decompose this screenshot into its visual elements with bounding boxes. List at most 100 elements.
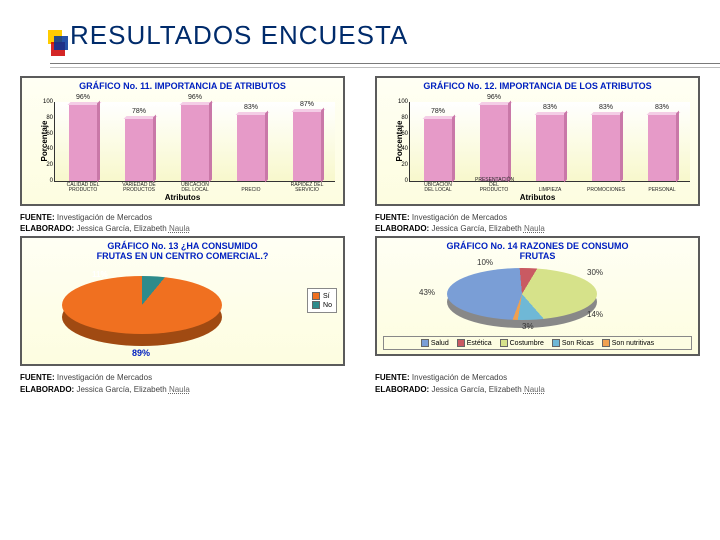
credit-value: Jessica García, Elizabeth <box>431 385 523 394</box>
legend-swatch <box>552 339 560 347</box>
category-label: CALIDAD DEL PRODUCTO <box>64 183 102 193</box>
legend-swatch <box>457 339 465 347</box>
bar-value-label: 87% <box>300 101 314 108</box>
credit-value: Naula <box>169 385 190 394</box>
legend-swatch <box>602 339 610 347</box>
category-label: UBICACIÓN DEL LOCAL <box>176 183 214 193</box>
category-label: PRESENTACIÓN DEL PRODUCTO <box>475 178 513 193</box>
slice-label: 10% <box>477 258 493 267</box>
bar <box>480 105 508 181</box>
bar-value-label: 96% <box>487 94 501 101</box>
bar-value-label: 83% <box>543 104 557 111</box>
accent-icon <box>48 30 74 56</box>
x-axis-label: Atributos <box>377 193 698 202</box>
legend: Salud Estética Costumbre Son Ricas Son nutri… <box>383 336 692 350</box>
bar <box>648 115 676 181</box>
title-block: RESULTADOS ENCUESTA <box>70 20 700 68</box>
chart-title-line: FRUTAS <box>520 251 556 261</box>
credit-label: FUENTE: <box>20 373 55 382</box>
legend-swatch <box>312 292 320 300</box>
y-tick: 80 <box>37 115 53 121</box>
bar-value-label: 83% <box>244 104 258 111</box>
y-tick: 0 <box>392 178 408 184</box>
bar <box>125 119 153 181</box>
credit-label: FUENTE: <box>375 213 410 222</box>
credit-value: Jessica García, Elizabeth <box>76 385 168 394</box>
category-label: RAPIDEZ DEL SERVICIO <box>288 183 326 193</box>
chart-title-line: GRÁFICO No. 13 ¿HA CONSUMIDO <box>107 241 257 251</box>
legend: Sí No <box>307 288 337 313</box>
credit-label: ELABORADO: <box>375 385 429 394</box>
legend-label: Son nutritivas <box>612 340 654 347</box>
bar <box>592 115 620 181</box>
chart-12-atributos: GRÁFICO No. 12. IMPORTANCIA DE LOS ATRIB… <box>375 76 700 206</box>
legend-item: Salud <box>421 339 449 347</box>
y-tick: 60 <box>37 131 53 137</box>
category-label: VARIEDAD DE PRODUCTOS <box>120 183 158 193</box>
credit-block: FUENTE: Investigación de Mercados ELABOR… <box>375 372 700 394</box>
legend-item: Son Ricas <box>552 339 594 347</box>
bar <box>536 115 564 181</box>
legend-swatch <box>500 339 508 347</box>
bar <box>181 105 209 181</box>
legend-swatch <box>421 339 429 347</box>
legend-label: No <box>323 302 332 309</box>
y-tick: 60 <box>392 131 408 137</box>
chart-title-line: GRÁFICO No. 14 RAZONES DE CONSUMO <box>446 241 628 251</box>
plot-area: 02040608010078%UBICACIÓN DEL LOCAL96%PRE… <box>409 102 690 182</box>
legend-label: Salud <box>431 340 449 347</box>
legend-label: Sí <box>323 293 330 300</box>
bar <box>69 105 97 181</box>
plot-area: 02040608010096%CALIDAD DEL PRODUCTO78%VA… <box>54 102 335 182</box>
pie-plot: 11%89% <box>62 276 222 346</box>
bar-value-label: 78% <box>132 108 146 115</box>
slice-label: 3% <box>522 322 534 331</box>
slice-label: 89% <box>132 348 150 358</box>
credit-label: ELABORADO: <box>20 385 74 394</box>
y-tick: 20 <box>37 162 53 168</box>
y-axis-label: Porcentaje <box>40 121 49 162</box>
credit-block: FUENTE: Investigación de Mercados ELABOR… <box>20 212 345 234</box>
y-tick: 40 <box>37 146 53 152</box>
chart-11-atributos: GRÁFICO No. 11. IMPORTANCIA DE ATRIBUTOS… <box>20 76 345 206</box>
y-tick: 0 <box>37 178 53 184</box>
x-axis-label: Atributos <box>22 193 343 202</box>
legend-item: Son nutritivas <box>602 339 654 347</box>
chart-title: GRÁFICO No. 12. IMPORTANCIA DE LOS ATRIB… <box>377 78 698 92</box>
pie-plot: 43%10%30%14%3% <box>447 268 597 328</box>
chart-14-razones: GRÁFICO No. 14 RAZONES DE CONSUMO FRUTAS… <box>375 236 700 356</box>
y-tick: 20 <box>392 162 408 168</box>
legend-label: Son Ricas <box>562 340 594 347</box>
credit-label: ELABORADO: <box>20 224 74 233</box>
credit-value: Jessica García, Elizabeth <box>431 224 523 233</box>
bar-value-label: 83% <box>599 104 613 111</box>
credit-block: FUENTE: Investigación de Mercados ELABOR… <box>375 212 700 234</box>
credit-value: Investigación de Mercados <box>57 373 152 382</box>
chart-13-consumido: GRÁFICO No. 13 ¿HA CONSUMIDO FRUTAS EN U… <box>20 236 345 366</box>
bar-value-label: 96% <box>76 94 90 101</box>
credit-value: Investigación de Mercados <box>57 213 152 222</box>
slice-label: 11% <box>92 270 108 279</box>
credit-block: FUENTE: Investigación de Mercados ELABOR… <box>20 372 345 394</box>
y-tick: 100 <box>37 99 53 105</box>
bar-value-label: 78% <box>431 108 445 115</box>
legend-item: Estética <box>457 339 492 347</box>
bar-value-label: 96% <box>188 94 202 101</box>
credit-value: Jessica García, Elizabeth <box>76 224 168 233</box>
legend-item: Costumbre <box>500 339 544 347</box>
legend-label: Estética <box>467 340 492 347</box>
bar <box>293 112 321 181</box>
credit-value: Naula <box>524 385 545 394</box>
credit-label: ELABORADO: <box>375 224 429 233</box>
slice-label: 30% <box>587 268 603 277</box>
chart-title-line: FRUTAS EN UN CENTRO COMERCIAL.? <box>97 251 269 261</box>
chart-title: GRÁFICO No. 14 RAZONES DE CONSUMO FRUTAS <box>377 238 698 262</box>
chart-grid: GRÁFICO No. 11. IMPORTANCIA DE ATRIBUTOS… <box>20 76 700 395</box>
chart-title: GRÁFICO No. 11. IMPORTANCIA DE ATRIBUTOS <box>22 78 343 92</box>
slide: RESULTADOS ENCUESTA GRÁFICO No. 11. IMPO… <box>0 0 720 540</box>
category-label: UBICACIÓN DEL LOCAL <box>419 183 457 193</box>
page-title: RESULTADOS ENCUESTA <box>70 20 700 51</box>
y-tick: 40 <box>392 146 408 152</box>
slice-label: 14% <box>587 310 603 319</box>
y-tick: 80 <box>392 115 408 121</box>
